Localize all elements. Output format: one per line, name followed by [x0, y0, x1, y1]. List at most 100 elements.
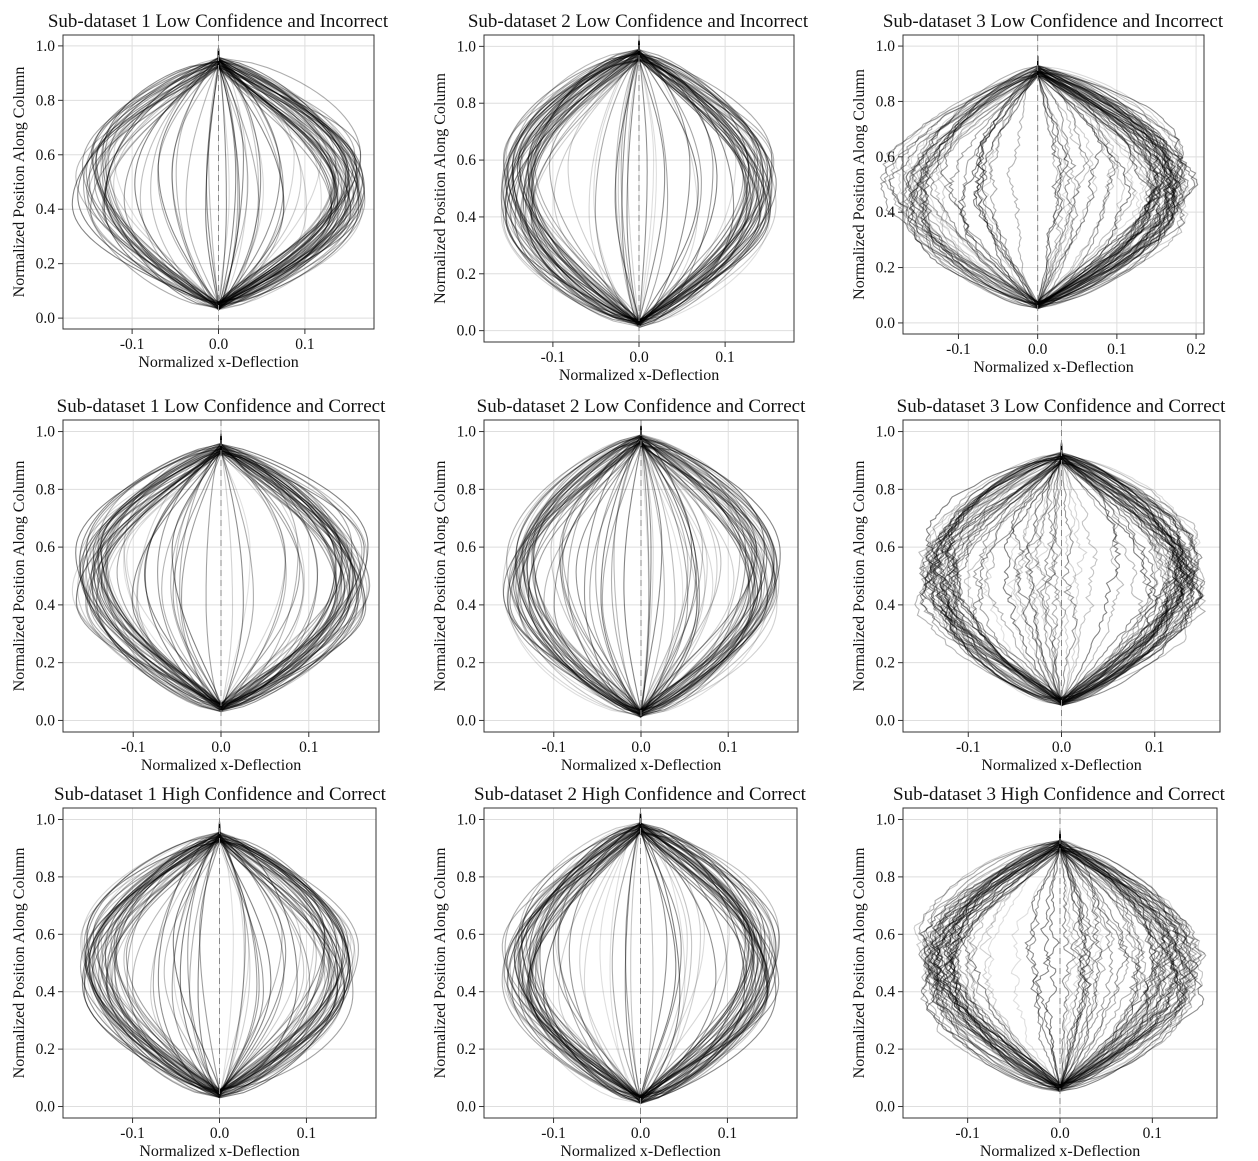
trajectory-line [640, 433, 777, 712]
trajectory-line [920, 66, 1039, 306]
trajectory-line [972, 449, 1063, 704]
trajectory-line [640, 433, 698, 711]
trajectory-line [519, 433, 642, 715]
trajectory-line [927, 833, 1061, 1085]
trajectory-line [217, 49, 343, 308]
trajectory-line [927, 839, 1061, 1092]
trajectory-line [217, 50, 285, 307]
trajectory-line [139, 56, 220, 310]
x-axis-label: Normalized x-Deflection [559, 367, 719, 384]
trajectory-line [640, 424, 778, 711]
trajectory-lines [913, 829, 1207, 1093]
y-tick-label: 0.6 [457, 926, 477, 943]
y-tick-label: 0.0 [36, 712, 56, 729]
trajectory-line [220, 438, 357, 712]
trajectory-lines [71, 433, 371, 713]
trajectory-line [506, 426, 642, 711]
trajectory-line [948, 832, 1061, 1089]
trajectory-line [1052, 442, 1067, 703]
trajectory-line [109, 824, 221, 1091]
trajectory-line [516, 41, 640, 324]
trajectory-line [638, 46, 765, 321]
trajectory-line [217, 52, 354, 304]
trajectory-line [914, 445, 1063, 700]
trajectory-line [630, 821, 642, 1097]
trajectory-line [1037, 66, 1072, 309]
trajectory-line [601, 435, 642, 714]
x-tick-label: 0.1 [718, 1125, 737, 1142]
trajectory-line [1060, 444, 1198, 704]
trajectory-line [938, 441, 1063, 700]
trajectory-line [1059, 836, 1105, 1092]
trajectory-line [640, 435, 741, 717]
y-tick-label: 0.4 [36, 201, 56, 218]
y-tick-label: 1.0 [876, 38, 896, 55]
trajectory-line [514, 429, 642, 712]
trajectory-line [123, 57, 220, 306]
y-axis-label: Normalized Position Along Column [11, 67, 28, 298]
trajectory-line [945, 838, 1061, 1092]
trajectory-line [97, 433, 222, 707]
x-tick-label: 0.1 [1143, 1125, 1162, 1142]
trajectory-line [220, 439, 367, 709]
trajectory-line [220, 440, 356, 713]
trajectory-line [505, 45, 640, 328]
trajectory-line [532, 821, 642, 1099]
trajectory-line [218, 823, 333, 1098]
trajectory-line [93, 829, 221, 1098]
trajectory-line [640, 425, 778, 710]
trajectory-line [639, 817, 771, 1101]
trajectory-line [638, 48, 773, 322]
trajectory-line [1059, 831, 1187, 1085]
trajectory-line [91, 441, 222, 712]
trajectory-line [113, 827, 221, 1093]
trajectory-line [220, 440, 363, 709]
trajectory-line [522, 42, 640, 324]
trajectory-line [92, 827, 221, 1098]
trajectory-line [638, 43, 771, 327]
trajectory-line [1059, 833, 1187, 1088]
trajectory-line [81, 54, 220, 303]
trajectory-line [617, 41, 640, 323]
trajectory-line [531, 45, 640, 321]
trajectory-line [90, 53, 220, 310]
trajectory-line [534, 818, 642, 1096]
trajectory-line [1037, 58, 1183, 303]
trajectory-line [217, 50, 332, 311]
trajectory-line [80, 822, 221, 1099]
trajectory-line [1060, 450, 1170, 704]
trajectory-line [217, 55, 239, 310]
trajectory-lines [914, 441, 1207, 707]
trajectory-line [218, 830, 337, 1091]
trajectory-line [639, 816, 768, 1098]
trajectory-line [217, 55, 350, 303]
trajectory-line [506, 817, 642, 1099]
trajectory-line [639, 817, 686, 1100]
trajectory-line [111, 825, 221, 1098]
trajectory-line [922, 832, 1061, 1086]
trajectory-line [218, 822, 298, 1092]
trajectory-line [81, 825, 221, 1095]
trajectory-line [111, 824, 221, 1095]
trajectory-line [75, 438, 222, 710]
y-tick-label: 0.2 [36, 655, 55, 672]
trajectory-line [640, 431, 708, 717]
trajectory-line [205, 57, 220, 305]
trajectory-line [1040, 444, 1063, 706]
trajectory-line [1060, 445, 1184, 706]
y-tick-label: 0.8 [457, 869, 477, 886]
subplot-title: Sub-dataset 1 Low Confidence and Correct [57, 396, 386, 417]
trajectory-line [217, 50, 360, 304]
trajectory-line [217, 55, 362, 306]
y-tick-label: 1.0 [457, 811, 477, 828]
y-tick-label: 0.0 [457, 1099, 477, 1116]
trajectory-line [930, 832, 1061, 1091]
trajectory-line [522, 427, 642, 718]
trajectory-line [1037, 62, 1170, 302]
trajectory-line [640, 435, 762, 718]
trajectory-line [1037, 62, 1120, 302]
trajectory-line [1060, 447, 1185, 706]
y-tick-label: 0.2 [876, 655, 895, 672]
y-tick-label: 1.0 [36, 811, 56, 828]
trajectory-line [220, 436, 337, 707]
